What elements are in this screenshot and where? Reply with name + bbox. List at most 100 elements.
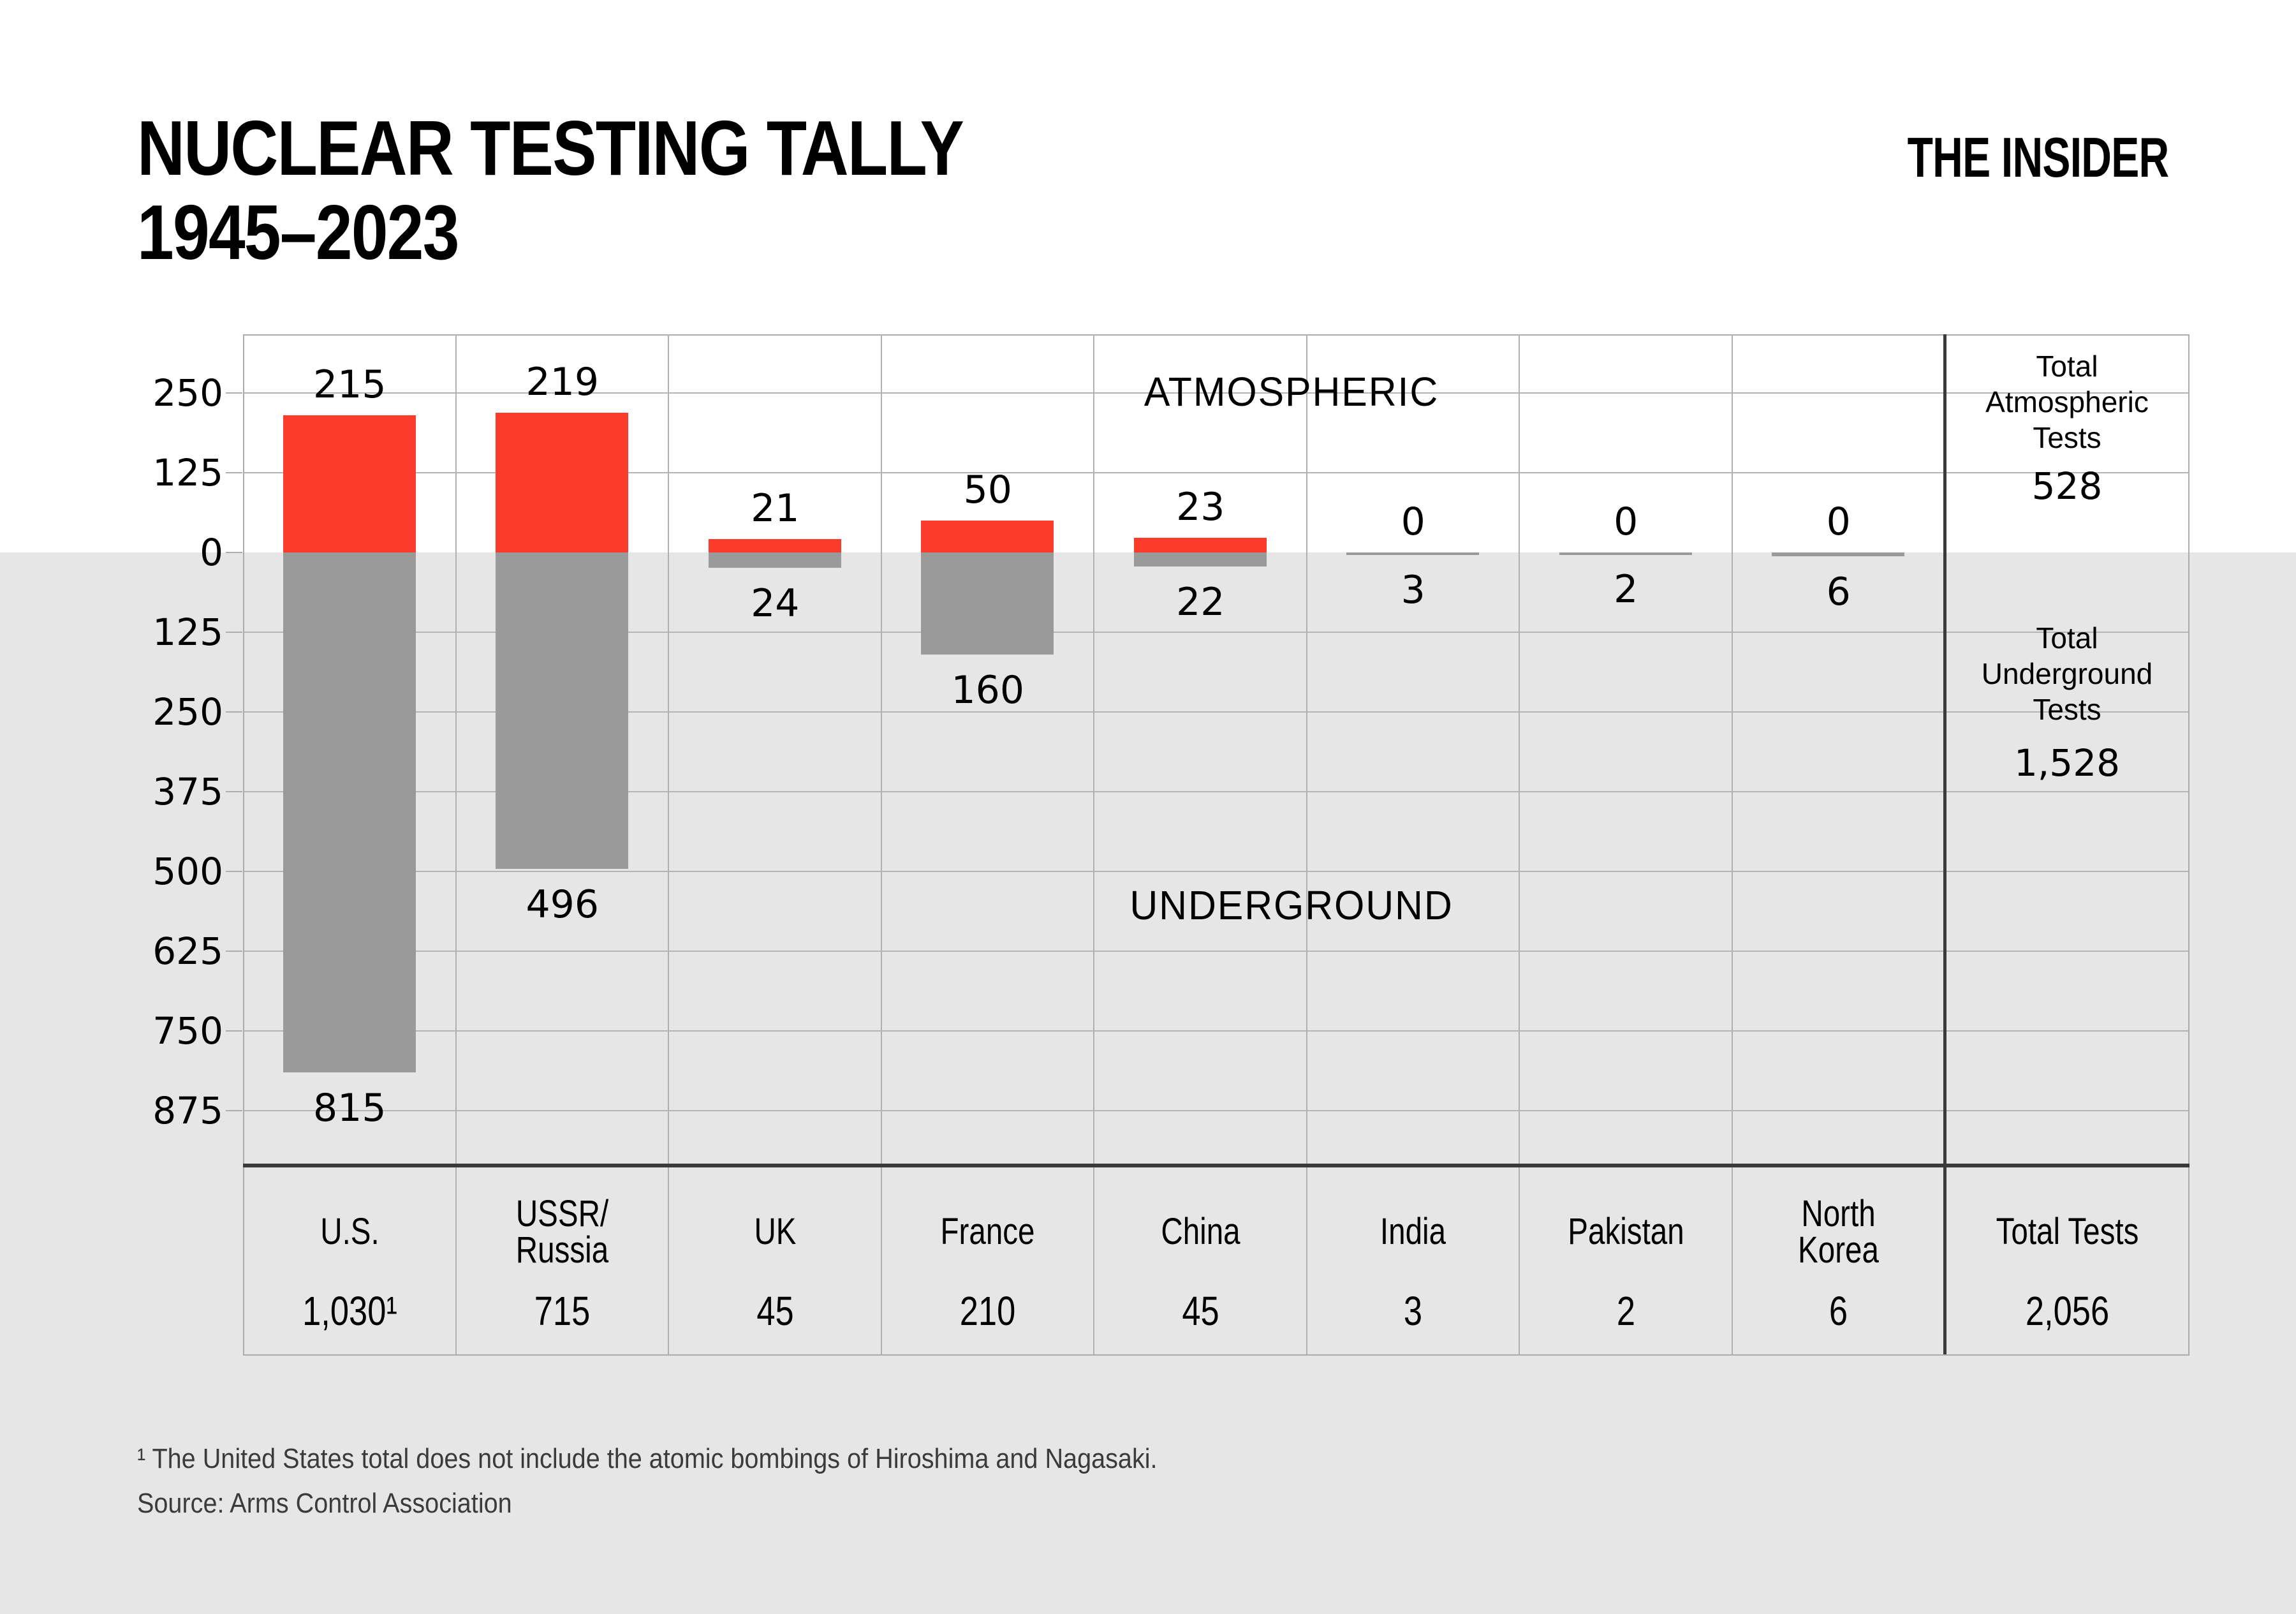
column-divider bbox=[1306, 334, 1307, 1355]
column-divider bbox=[1093, 334, 1094, 1355]
underground-caption: UNDERGROUND bbox=[1130, 882, 1453, 928]
axis-tick-mark bbox=[226, 472, 242, 473]
axis-tick-label: 750 bbox=[152, 1009, 223, 1053]
country-label: India bbox=[1380, 1211, 1446, 1252]
atmospheric-value-label: 0 bbox=[1614, 500, 1638, 544]
gridline bbox=[243, 791, 2189, 792]
axis-tick-label: 375 bbox=[152, 770, 223, 813]
country-total-value: 210 bbox=[959, 1288, 1016, 1334]
gridline bbox=[243, 1030, 2189, 1032]
country-total-value: 45 bbox=[756, 1288, 794, 1334]
page-title-line1: NUCLEAR TESTING TALLY bbox=[137, 105, 964, 191]
axis-tick-mark bbox=[226, 871, 242, 872]
atmospheric-bar bbox=[921, 521, 1054, 552]
country-total-value: 6 bbox=[1829, 1288, 1848, 1334]
footnote-note: ¹ The United States total does not inclu… bbox=[137, 1443, 1158, 1474]
underground-value-label: 496 bbox=[526, 882, 600, 927]
publication-logo: THE INSIDER bbox=[1907, 126, 2169, 189]
atmospheric-value-label: 0 bbox=[1826, 500, 1851, 544]
atmospheric-value-label: 50 bbox=[963, 468, 1012, 512]
axis-tick-label: 125 bbox=[152, 611, 223, 654]
atmospheric-value-label: 21 bbox=[751, 486, 800, 531]
column-divider bbox=[880, 334, 882, 1355]
column-divider bbox=[455, 334, 457, 1355]
axis-tick-mark bbox=[226, 1110, 242, 1111]
country-label: USSR/Russia bbox=[516, 1193, 609, 1271]
underground-value-label: 3 bbox=[1401, 568, 1425, 612]
axis-tick-mark bbox=[226, 711, 242, 713]
country-total-value: 3 bbox=[1404, 1288, 1423, 1334]
gridline bbox=[243, 472, 2189, 473]
underground-value-label: 160 bbox=[951, 668, 1025, 713]
underground-bar bbox=[1133, 552, 1267, 566]
country-label: China bbox=[1161, 1211, 1240, 1252]
total-underground-label: Total Underground Tests bbox=[1981, 621, 2153, 726]
gridline bbox=[243, 632, 2189, 633]
underground-bar bbox=[1772, 552, 1905, 556]
column-divider bbox=[668, 334, 669, 1355]
axis-tick-mark bbox=[226, 951, 242, 952]
total-atmospheric-label: Total Atmospheric Tests bbox=[1985, 350, 2149, 454]
total-underground-value: 1,528 bbox=[2013, 741, 2121, 785]
underground-bar bbox=[496, 552, 629, 869]
x-axis-line bbox=[243, 1164, 2189, 1167]
country-total-value: 2 bbox=[1616, 1288, 1635, 1334]
gridline bbox=[243, 392, 2189, 394]
country-label: UK bbox=[754, 1211, 797, 1252]
column-divider bbox=[1519, 334, 1520, 1355]
axis-tick-label: 625 bbox=[152, 929, 223, 973]
underground-bar bbox=[1346, 552, 1480, 555]
underground-bar bbox=[921, 552, 1054, 655]
plot-top-border bbox=[243, 334, 2189, 336]
underground-bar bbox=[1559, 552, 1692, 555]
totals-column-divider bbox=[1943, 334, 1946, 1355]
axis-tick-label: 500 bbox=[152, 850, 223, 893]
footnote-source: Source: Arms Control Association bbox=[137, 1488, 512, 1519]
atmospheric-value-label: 0 bbox=[1401, 500, 1425, 544]
country-label: U.S. bbox=[320, 1211, 379, 1252]
atmospheric-bar bbox=[1133, 538, 1267, 552]
axis-tick-label: 250 bbox=[152, 690, 223, 734]
column-divider bbox=[1731, 334, 1733, 1355]
gridline bbox=[243, 711, 2189, 713]
total-atmospheric-value: 528 bbox=[2031, 464, 2103, 508]
atmospheric-bar bbox=[496, 413, 629, 552]
axis-tick-label: 0 bbox=[200, 531, 223, 574]
atmospheric-value-label: 215 bbox=[313, 362, 386, 407]
total-tests-value: 2,056 bbox=[2025, 1288, 2110, 1334]
gridline bbox=[243, 871, 2189, 872]
gridline bbox=[243, 951, 2189, 952]
axis-tick-mark bbox=[226, 791, 242, 792]
country-total-value: 715 bbox=[534, 1288, 591, 1334]
country-label: Pakistan bbox=[1568, 1211, 1684, 1252]
axis-tick-mark bbox=[226, 1030, 242, 1032]
atmospheric-bar bbox=[708, 539, 841, 552]
page-title-line2: 1945–2023 bbox=[137, 189, 459, 276]
total-tests-label: Total Tests bbox=[1996, 1211, 2139, 1252]
atmospheric-bar bbox=[283, 415, 416, 552]
underground-value-label: 6 bbox=[1826, 570, 1851, 614]
country-label: North Korea bbox=[1798, 1193, 1880, 1271]
atmospheric-value-label: 23 bbox=[1176, 485, 1225, 529]
underground-value-label: 2 bbox=[1614, 567, 1638, 612]
underground-value-label: 815 bbox=[313, 1086, 386, 1130]
underground-bar bbox=[708, 552, 841, 568]
axis-tick-mark bbox=[226, 552, 242, 553]
plot-left-border bbox=[243, 334, 244, 1355]
gridline bbox=[243, 1110, 2189, 1111]
axis-tick-label: 875 bbox=[152, 1089, 223, 1132]
underground-bar bbox=[283, 552, 416, 1072]
underground-value-label: 22 bbox=[1176, 580, 1225, 625]
atmospheric-value-label: 219 bbox=[526, 360, 600, 404]
axis-tick-label: 250 bbox=[152, 371, 223, 415]
country-total-value: 45 bbox=[1182, 1288, 1219, 1334]
atmospheric-caption: ATMOSPHERIC bbox=[1144, 369, 1439, 415]
country-total-value: 1,030¹ bbox=[302, 1288, 397, 1334]
country-label: France bbox=[940, 1211, 1035, 1252]
table-bottom-border bbox=[243, 1354, 2189, 1356]
underground-value-label: 24 bbox=[751, 581, 800, 626]
axis-tick-label: 125 bbox=[152, 451, 223, 494]
axis-tick-mark bbox=[226, 392, 242, 394]
axis-tick-mark bbox=[226, 632, 242, 633]
